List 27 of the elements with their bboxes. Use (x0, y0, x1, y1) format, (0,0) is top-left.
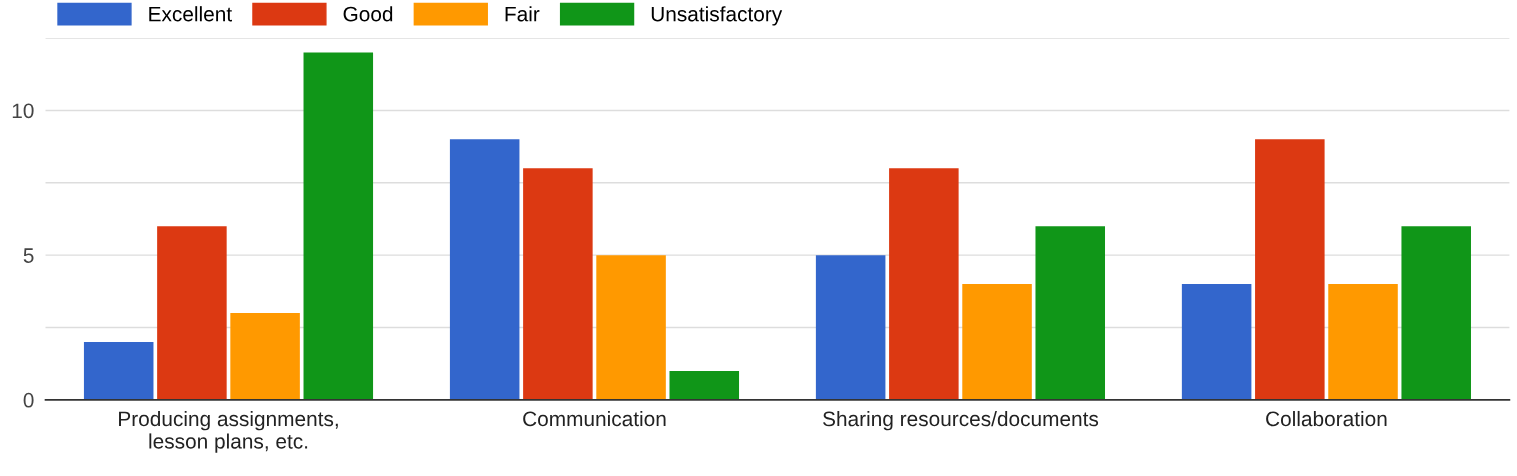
x-tick-label: Sharing resources/documents (823, 410, 1099, 431)
bar (83, 341, 154, 400)
bar (889, 168, 959, 400)
bar (157, 226, 227, 400)
bar (815, 255, 886, 400)
y-tick-label: 5 (23, 248, 34, 263)
bar (1401, 226, 1471, 400)
bar (596, 255, 666, 400)
y-tick-label: 10 (12, 103, 34, 119)
x-tick-label: Communication (523, 410, 666, 427)
bar (1181, 284, 1252, 400)
y-tick-label: 0 (23, 392, 34, 408)
bar (1255, 139, 1325, 400)
bar (1328, 284, 1398, 400)
legend-label: Good (343, 6, 393, 22)
legend-label: Unsatisfactory (651, 6, 783, 26)
bar (230, 313, 300, 400)
legend-label: Excellent (149, 6, 232, 22)
x-tick-label: Collaboration (1266, 410, 1387, 427)
legend-label: Fair (505, 6, 540, 22)
bar (449, 139, 520, 400)
x-tick-label: Producing assignments, lesson plans, etc. (119, 410, 338, 453)
bar (1035, 226, 1106, 400)
bar (962, 284, 1032, 400)
bar (303, 52, 374, 400)
bar (523, 168, 593, 400)
bar (669, 370, 740, 400)
